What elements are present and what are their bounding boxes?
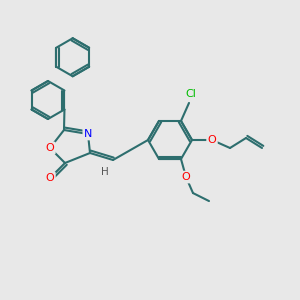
- Text: O: O: [182, 172, 190, 182]
- Text: O: O: [208, 135, 216, 145]
- Text: H: H: [101, 167, 109, 177]
- Text: Cl: Cl: [186, 89, 196, 99]
- Text: O: O: [46, 173, 54, 183]
- Text: N: N: [84, 129, 92, 139]
- Text: O: O: [46, 143, 54, 153]
